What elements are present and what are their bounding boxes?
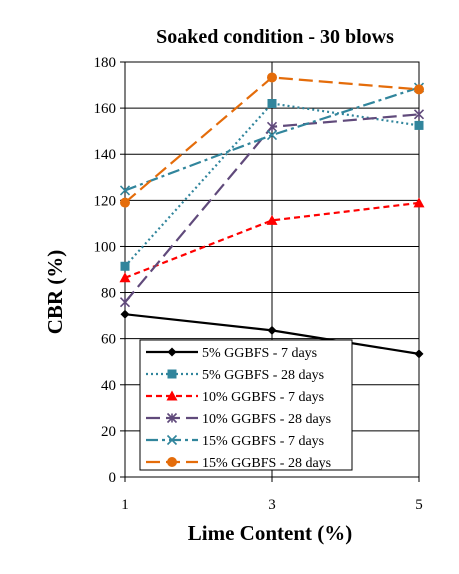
data-point [267, 325, 277, 335]
legend-item: 10% GGBFS - 28 days [146, 412, 331, 427]
data-point [413, 197, 425, 208]
data-point [119, 297, 131, 308]
y-tick-label: 160 [94, 101, 117, 117]
legend-marker [167, 369, 177, 379]
legend-item: 10% GGBFS - 7 days [146, 390, 324, 405]
series-line [124, 86, 420, 192]
data-point [267, 99, 277, 108]
chart-title: Soaked condition - 30 blows [156, 26, 394, 48]
data-point [120, 197, 130, 208]
series-lines [119, 72, 425, 359]
legend-item: 5% GGBFS - 28 days [146, 368, 324, 383]
legend-label: 15% GGBFS - 7 days [202, 434, 324, 449]
legend-item: 15% GGBFS - 7 days [146, 434, 324, 449]
legend-label: 10% GGBFS - 28 days [202, 412, 331, 427]
legend-marker [166, 434, 178, 446]
data-point [267, 72, 277, 83]
legend-item: 15% GGBFS - 28 days [146, 456, 331, 471]
x-tick-label: 5 [415, 497, 423, 513]
data-point [414, 120, 424, 130]
data-point [266, 121, 278, 132]
y-tick-label: 120 [94, 193, 117, 209]
legend-marker [166, 390, 178, 401]
data-point [266, 214, 278, 225]
legend-label: 5% GGBFS - 28 days [202, 368, 324, 383]
y-tick-label: 80 [101, 286, 116, 302]
y-tick-label: 100 [94, 239, 117, 255]
y-tick-label: 40 [101, 378, 116, 394]
data-point [414, 84, 424, 95]
data-point [120, 309, 130, 319]
legend-label: 10% GGBFS - 7 days [202, 390, 324, 405]
y-tick-label: 140 [94, 147, 117, 163]
series-1 [120, 309, 424, 359]
data-point [119, 185, 131, 196]
data-point [413, 109, 425, 120]
x-tick-label: 3 [268, 497, 276, 513]
legend-box [139, 339, 353, 471]
x-tick-label: 1 [121, 497, 129, 513]
legend-marker [167, 457, 177, 467]
legend-marker [167, 347, 177, 357]
series-6 [120, 72, 424, 208]
y-tick-label: 180 [94, 55, 117, 71]
data-point [414, 349, 424, 359]
legend-label: 5% GGBFS - 7 days [202, 346, 317, 361]
data-point [120, 261, 130, 271]
x-axis-label: Lime Content (%) [188, 521, 352, 545]
legend-marker [166, 412, 178, 424]
y-tick-label: 60 [101, 332, 116, 348]
legend-item: 5% GGBFS - 7 days [146, 346, 317, 361]
series-2 [120, 99, 424, 271]
axis-ticks: 0 20 40 60 80 100 120 140 160 180 1 3 5 [94, 55, 423, 513]
legend-label: 15% GGBFS - 28 days [202, 456, 331, 471]
y-tick-label: 20 [101, 424, 116, 440]
series-4 [119, 109, 425, 308]
series-line [124, 201, 420, 279]
legend: 5% GGBFS - 7 days 5% GGBFS - 28 days 10% G… [139, 339, 353, 471]
data-point [119, 272, 131, 283]
y-tick-label: 0 [109, 470, 117, 486]
y-axis-label: CBR (%) [43, 250, 67, 335]
data-point [266, 130, 278, 141]
series-3 [119, 197, 425, 283]
